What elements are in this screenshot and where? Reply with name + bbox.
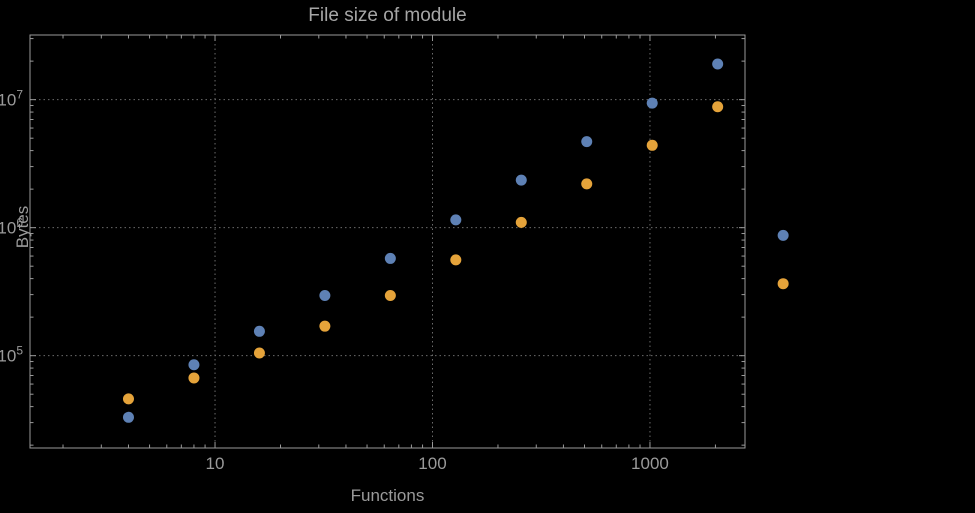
data-point-series-blue [777, 229, 789, 241]
y-axis-label: Bytes [13, 205, 32, 249]
x-tick-label-10: 10 [206, 454, 225, 473]
data-point-series-blue [712, 58, 724, 70]
x-axis-label: Functions [350, 486, 425, 505]
data-point-series-blue [450, 214, 462, 226]
data-point-series-blue [188, 359, 200, 371]
data-point-series-blue [319, 290, 331, 302]
data-point-series-orange [712, 101, 724, 113]
data-point-series-orange [384, 290, 396, 302]
data-point-series-orange [319, 320, 331, 332]
y-tick-label-10e6: 106 [0, 216, 23, 238]
data-point-series-orange [450, 254, 462, 266]
data-point-series-orange [646, 139, 658, 151]
data-point-series-orange [188, 372, 200, 384]
data-point-series-orange [515, 216, 527, 228]
x-tick-label-1000: 1000 [631, 454, 669, 473]
plot-frame [29, 34, 746, 449]
data-point-series-blue [515, 174, 527, 186]
data-point-series-orange [253, 347, 265, 359]
y-tick-label-10e7: 107 [0, 88, 23, 110]
x-tick-label-100: 100 [418, 454, 446, 473]
data-point-series-blue [646, 97, 658, 109]
data-point-series-orange [122, 393, 134, 405]
data-point-series-orange [777, 278, 789, 290]
y-tick-label-10e5: 105 [0, 344, 23, 366]
data-point-series-blue [122, 411, 134, 423]
chart-title: File size of module [308, 5, 467, 26]
data-point-series-orange [581, 178, 593, 190]
data-point-series-blue [581, 136, 593, 148]
data-point-series-blue [384, 252, 396, 264]
data-point-series-blue [253, 325, 265, 337]
